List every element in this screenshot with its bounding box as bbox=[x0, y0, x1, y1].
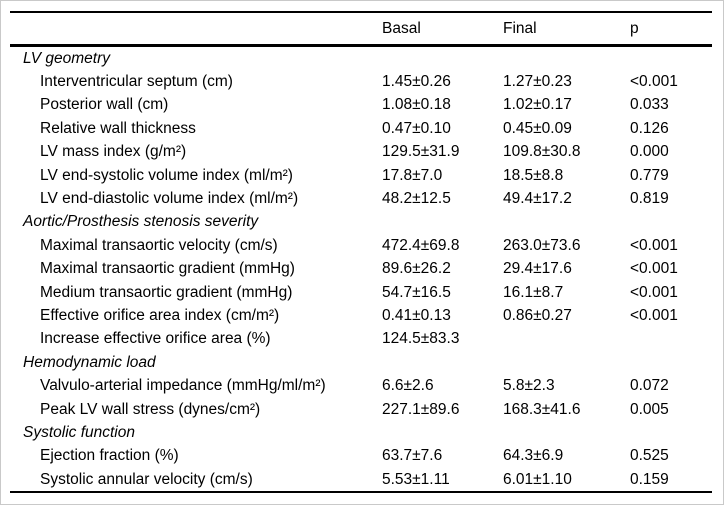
cell-basal: 54.7±16.5 bbox=[382, 283, 451, 301]
cell-p: <0.001 bbox=[630, 260, 678, 278]
section-header-row: Hemodynamic load bbox=[10, 351, 712, 374]
row-label: Relative wall thickness bbox=[40, 119, 196, 137]
row-label: Systolic annular velocity (cm/s) bbox=[40, 470, 253, 488]
row-label: LV end-diastolic volume index (ml/m²) bbox=[40, 190, 299, 208]
cell-p: 0.005 bbox=[630, 400, 669, 418]
row-label: Effective orifice area index (cm/m²) bbox=[40, 306, 280, 324]
cell-basal: 0.41±0.13 bbox=[382, 306, 451, 324]
table-row: Posterior wall (cm) 1.08±0.18 1.02±0.17 0.0… bbox=[10, 94, 712, 117]
cell-basal: 124.5±83.3 bbox=[382, 330, 460, 348]
cell-basal: 0.47±0.10 bbox=[382, 119, 451, 137]
header-final: Final bbox=[503, 19, 537, 37]
table-header-row: Basal Final p bbox=[10, 13, 712, 44]
row-label: Peak LV wall stress (dynes/cm²) bbox=[40, 400, 261, 418]
cell-p: 0.000 bbox=[630, 143, 669, 161]
cell-final: 18.5±8.8 bbox=[503, 166, 564, 184]
table-row: Ejection fraction (%) 63.7±7.6 64.3±6.9 0.5… bbox=[10, 445, 712, 468]
cell-basal: 1.08±0.18 bbox=[382, 96, 451, 114]
cell-p: 0.126 bbox=[630, 119, 669, 137]
cell-p: 0.525 bbox=[630, 447, 669, 465]
cell-final: 64.3±6.9 bbox=[503, 447, 564, 465]
table-row: LV end-systolic volume index (ml/m²) 17.8… bbox=[10, 164, 712, 187]
table-row: Maximal transaortic gradient (mmHg) 89.6±… bbox=[10, 258, 712, 281]
cell-final: 5.8±2.3 bbox=[503, 377, 555, 395]
row-label: Maximal transaortic velocity (cm/s) bbox=[40, 236, 278, 254]
table-row: Medium transaortic gradient (mmHg) 54.7±1… bbox=[10, 281, 712, 304]
cell-basal: 472.4±69.8 bbox=[382, 236, 460, 254]
cell-basal: 17.8±7.0 bbox=[382, 166, 443, 184]
cell-final: 109.8±30.8 bbox=[503, 143, 581, 161]
cell-p: 0.819 bbox=[630, 190, 669, 208]
row-label: Interventricular septum (cm) bbox=[40, 73, 233, 91]
table-row: Maximal transaortic velocity (cm/s) 472.4… bbox=[10, 234, 712, 257]
cell-basal: 129.5±31.9 bbox=[382, 143, 460, 161]
cell-final: 1.02±0.17 bbox=[503, 96, 572, 114]
table-body: LV geometry Interventricular septum (cm) 1… bbox=[10, 47, 712, 491]
cell-final: 168.3±41.6 bbox=[503, 400, 581, 418]
cell-final: 1.27±0.23 bbox=[503, 73, 572, 91]
row-label: Medium transaortic gradient (mmHg) bbox=[40, 283, 293, 301]
cell-p: <0.001 bbox=[630, 236, 678, 254]
row-label: LV mass index (g/m²) bbox=[40, 143, 187, 161]
cell-final: 0.86±0.27 bbox=[503, 306, 572, 324]
section-title: Aortic/Prosthesis stenosis severity bbox=[23, 213, 259, 231]
row-label: Posterior wall (cm) bbox=[40, 96, 169, 114]
section-header-row: LV geometry bbox=[10, 47, 712, 70]
cell-basal: 1.45±0.26 bbox=[382, 73, 451, 91]
row-label: LV end-systolic volume index (ml/m²) bbox=[40, 166, 293, 184]
cell-final: 263.0±73.6 bbox=[503, 236, 581, 254]
cell-basal: 6.6±2.6 bbox=[382, 377, 434, 395]
cell-p: <0.001 bbox=[630, 283, 678, 301]
table-top-rule bbox=[10, 11, 712, 13]
cell-final: 16.1±8.7 bbox=[503, 283, 564, 301]
section-title: Hemodynamic load bbox=[23, 353, 156, 371]
row-label: Valvulo-arterial impedance (mmHg/ml/m²) bbox=[40, 377, 326, 395]
row-label: Maximal transaortic gradient (mmHg) bbox=[40, 260, 295, 278]
table-row: Interventricular septum (cm) 1.45±0.26 1.2… bbox=[10, 70, 712, 93]
table-row: Relative wall thickness 0.47±0.10 0.45±0.0… bbox=[10, 117, 712, 140]
cell-p: 0.779 bbox=[630, 166, 669, 184]
cell-p: 0.033 bbox=[630, 96, 669, 114]
cell-basal: 63.7±7.6 bbox=[382, 447, 443, 465]
row-label: Ejection fraction (%) bbox=[40, 447, 179, 465]
cell-basal: 48.2±12.5 bbox=[382, 190, 451, 208]
cell-p: <0.001 bbox=[630, 306, 678, 324]
cell-final: 49.4±17.2 bbox=[503, 190, 572, 208]
cell-final: 29.4±17.6 bbox=[503, 260, 572, 278]
table-row: LV mass index (g/m²) 129.5±31.9 109.8±30.8… bbox=[10, 141, 712, 164]
section-header-row: Systolic function bbox=[10, 421, 712, 444]
table-row: Peak LV wall stress (dynes/cm²) 227.1±89.… bbox=[10, 398, 712, 421]
cell-p: 0.159 bbox=[630, 470, 669, 488]
header-p: p bbox=[630, 19, 639, 37]
table-row: Effective orifice area index (cm/m²) 0.41… bbox=[10, 304, 712, 327]
results-table: Basal Final p LV geometry Interventricula… bbox=[10, 11, 712, 494]
cell-basal: 227.1±89.6 bbox=[382, 400, 460, 418]
table-bottom-rule bbox=[10, 491, 712, 494]
cell-basal: 89.6±26.2 bbox=[382, 260, 451, 278]
table-row: Systolic annular velocity (cm/s) 5.53±1.1… bbox=[10, 468, 712, 491]
cell-final: 6.01±1.10 bbox=[503, 470, 572, 488]
section-title: LV geometry bbox=[23, 49, 111, 67]
table-row: LV end-diastolic volume index (ml/m²) 48.… bbox=[10, 187, 712, 210]
cell-p: <0.001 bbox=[630, 73, 678, 91]
section-title: Systolic function bbox=[23, 423, 135, 441]
table-row: Valvulo-arterial impedance (mmHg/ml/m²) 6… bbox=[10, 374, 712, 397]
header-separator-rule bbox=[10, 44, 712, 47]
table-row: Increase effective orifice area (%) 124.5… bbox=[10, 328, 712, 351]
header-basal: Basal bbox=[382, 19, 421, 37]
section-header-row: Aortic/Prosthesis stenosis severity bbox=[10, 211, 712, 234]
cell-final: 0.45±0.09 bbox=[503, 119, 572, 137]
cell-p: 0.072 bbox=[630, 377, 669, 395]
cell-basal: 5.53±1.11 bbox=[382, 470, 450, 488]
row-label: Increase effective orifice area (%) bbox=[40, 330, 271, 348]
